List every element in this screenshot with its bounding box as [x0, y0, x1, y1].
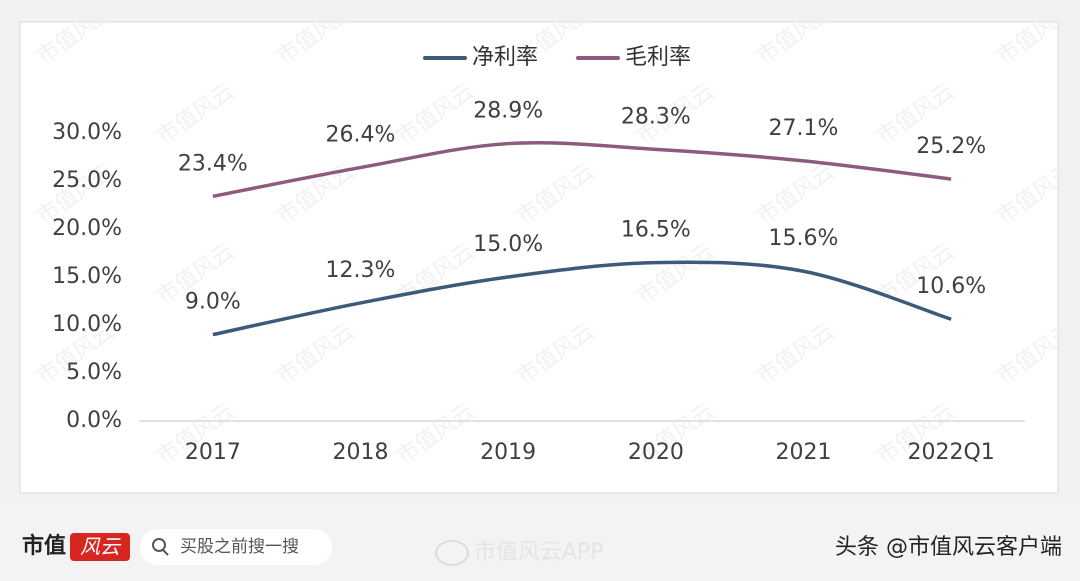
data-label: 16.5%	[621, 218, 691, 243]
x-tick-label: 2022Q1	[908, 440, 995, 465]
x-tick-label: 2017	[185, 440, 241, 465]
data-label: 28.9%	[473, 99, 543, 124]
search-box[interactable]	[140, 529, 332, 565]
legend-label: 毛利率	[625, 45, 691, 70]
x-tick-label: 2018	[333, 440, 389, 465]
series-line	[212, 140, 952, 199]
data-label: 27.1%	[769, 116, 839, 141]
data-label: 15.6%	[769, 226, 839, 251]
y-tick-label: 30.0%	[52, 120, 122, 145]
search-icon	[162, 549, 169, 556]
data-label: 26.4%	[326, 123, 396, 148]
footer-brand: 市值	[22, 533, 66, 559]
y-tick-label: 25.0%	[52, 168, 122, 193]
data-label: 10.6%	[916, 274, 986, 299]
x-tick-label: 2020	[628, 440, 684, 465]
footer-logo: 风云	[80, 535, 122, 559]
y-tick-label: 0.0%	[66, 408, 122, 433]
data-label: 28.3%	[621, 104, 691, 129]
chart-card	[19, 21, 1059, 494]
data-label: 25.2%	[916, 134, 986, 159]
search-icon	[152, 538, 166, 552]
footer-logo-box	[70, 533, 130, 561]
y-tick-label: 5.0%	[66, 360, 122, 385]
x-tick-label: 2019	[480, 440, 536, 465]
x-tick-label: 2021	[776, 440, 832, 465]
data-label: 9.0%	[185, 290, 241, 315]
data-label: 23.4%	[178, 151, 248, 176]
y-tick-label: 20.0%	[52, 216, 122, 241]
footer-app: 市值风云APP	[474, 540, 604, 565]
data-label: 15.0%	[473, 232, 543, 257]
y-tick-label: 15.0%	[52, 264, 122, 289]
data-label: 12.3%	[326, 258, 396, 283]
y-tick-label: 10.0%	[52, 312, 122, 337]
weibo-icon	[435, 540, 469, 566]
series-line	[212, 260, 952, 337]
search-text: 买股之前搜一搜	[180, 537, 299, 557]
footer-source: 头条 @市值风云客户端	[835, 535, 1062, 560]
legend-label: 净利率	[472, 45, 538, 70]
